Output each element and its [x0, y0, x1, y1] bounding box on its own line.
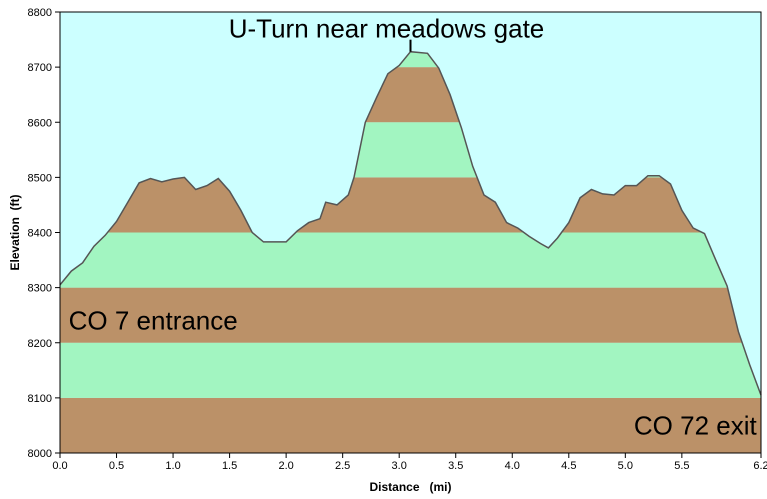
x-tick-label: 4.0: [505, 460, 520, 472]
x-tick-label: 5.5: [674, 460, 689, 472]
y-tick-label: 8800: [28, 7, 52, 19]
x-tick-label: 3.0: [392, 460, 407, 472]
x-tick-label: 1.5: [222, 460, 237, 472]
x-tick-label: 1.0: [165, 460, 180, 472]
y-tick-label: 8300: [28, 283, 52, 295]
x-tick-label: 6.2: [753, 460, 767, 472]
elevation-band: [60, 177, 761, 233]
x-tick-label: 4.5: [561, 460, 576, 472]
elevation-band: [60, 232, 761, 288]
y-tick-label: 8500: [28, 172, 52, 184]
elevation-band: [60, 342, 761, 398]
x-tick-label: 0.0: [52, 460, 67, 472]
y-tick-label: 8600: [28, 117, 52, 129]
uturn-annotation: U-Turn near meadows gate: [229, 14, 545, 44]
elevation-profile-line: [59, 50, 762, 396]
x-tick-label: 5.0: [618, 460, 633, 472]
y-tick-label: 8000: [28, 448, 52, 460]
elevation-band: [60, 287, 761, 343]
end-annotation: CO 72 exit: [634, 410, 758, 440]
y-axis: 8000 8100 8200 8300 8400 8500 8600 8700 8800: [28, 7, 60, 460]
x-axis: 0.0 0.5 1.0 1.5 2.0 2.5 3.0 3.5 4.0 4.5 5.0 5.5 6.2: [52, 453, 767, 472]
start-annotation: CO 7 entrance: [69, 306, 238, 336]
y-tick-label: 8400: [28, 228, 52, 240]
y-tick-label: 8700: [28, 62, 52, 74]
elevation-band: [60, 397, 761, 453]
x-axis-label: Distance (mi): [369, 480, 451, 494]
x-tick-label: 2.0: [278, 460, 293, 472]
x-tick-label: 3.5: [448, 460, 463, 472]
y-axis-label: Elevation (ft): [8, 194, 22, 270]
y-tick-label: 8100: [28, 393, 52, 405]
x-tick-label: 2.5: [335, 460, 350, 472]
y-tick-label: 8200: [28, 338, 52, 350]
x-tick-label: 0.5: [109, 460, 124, 472]
